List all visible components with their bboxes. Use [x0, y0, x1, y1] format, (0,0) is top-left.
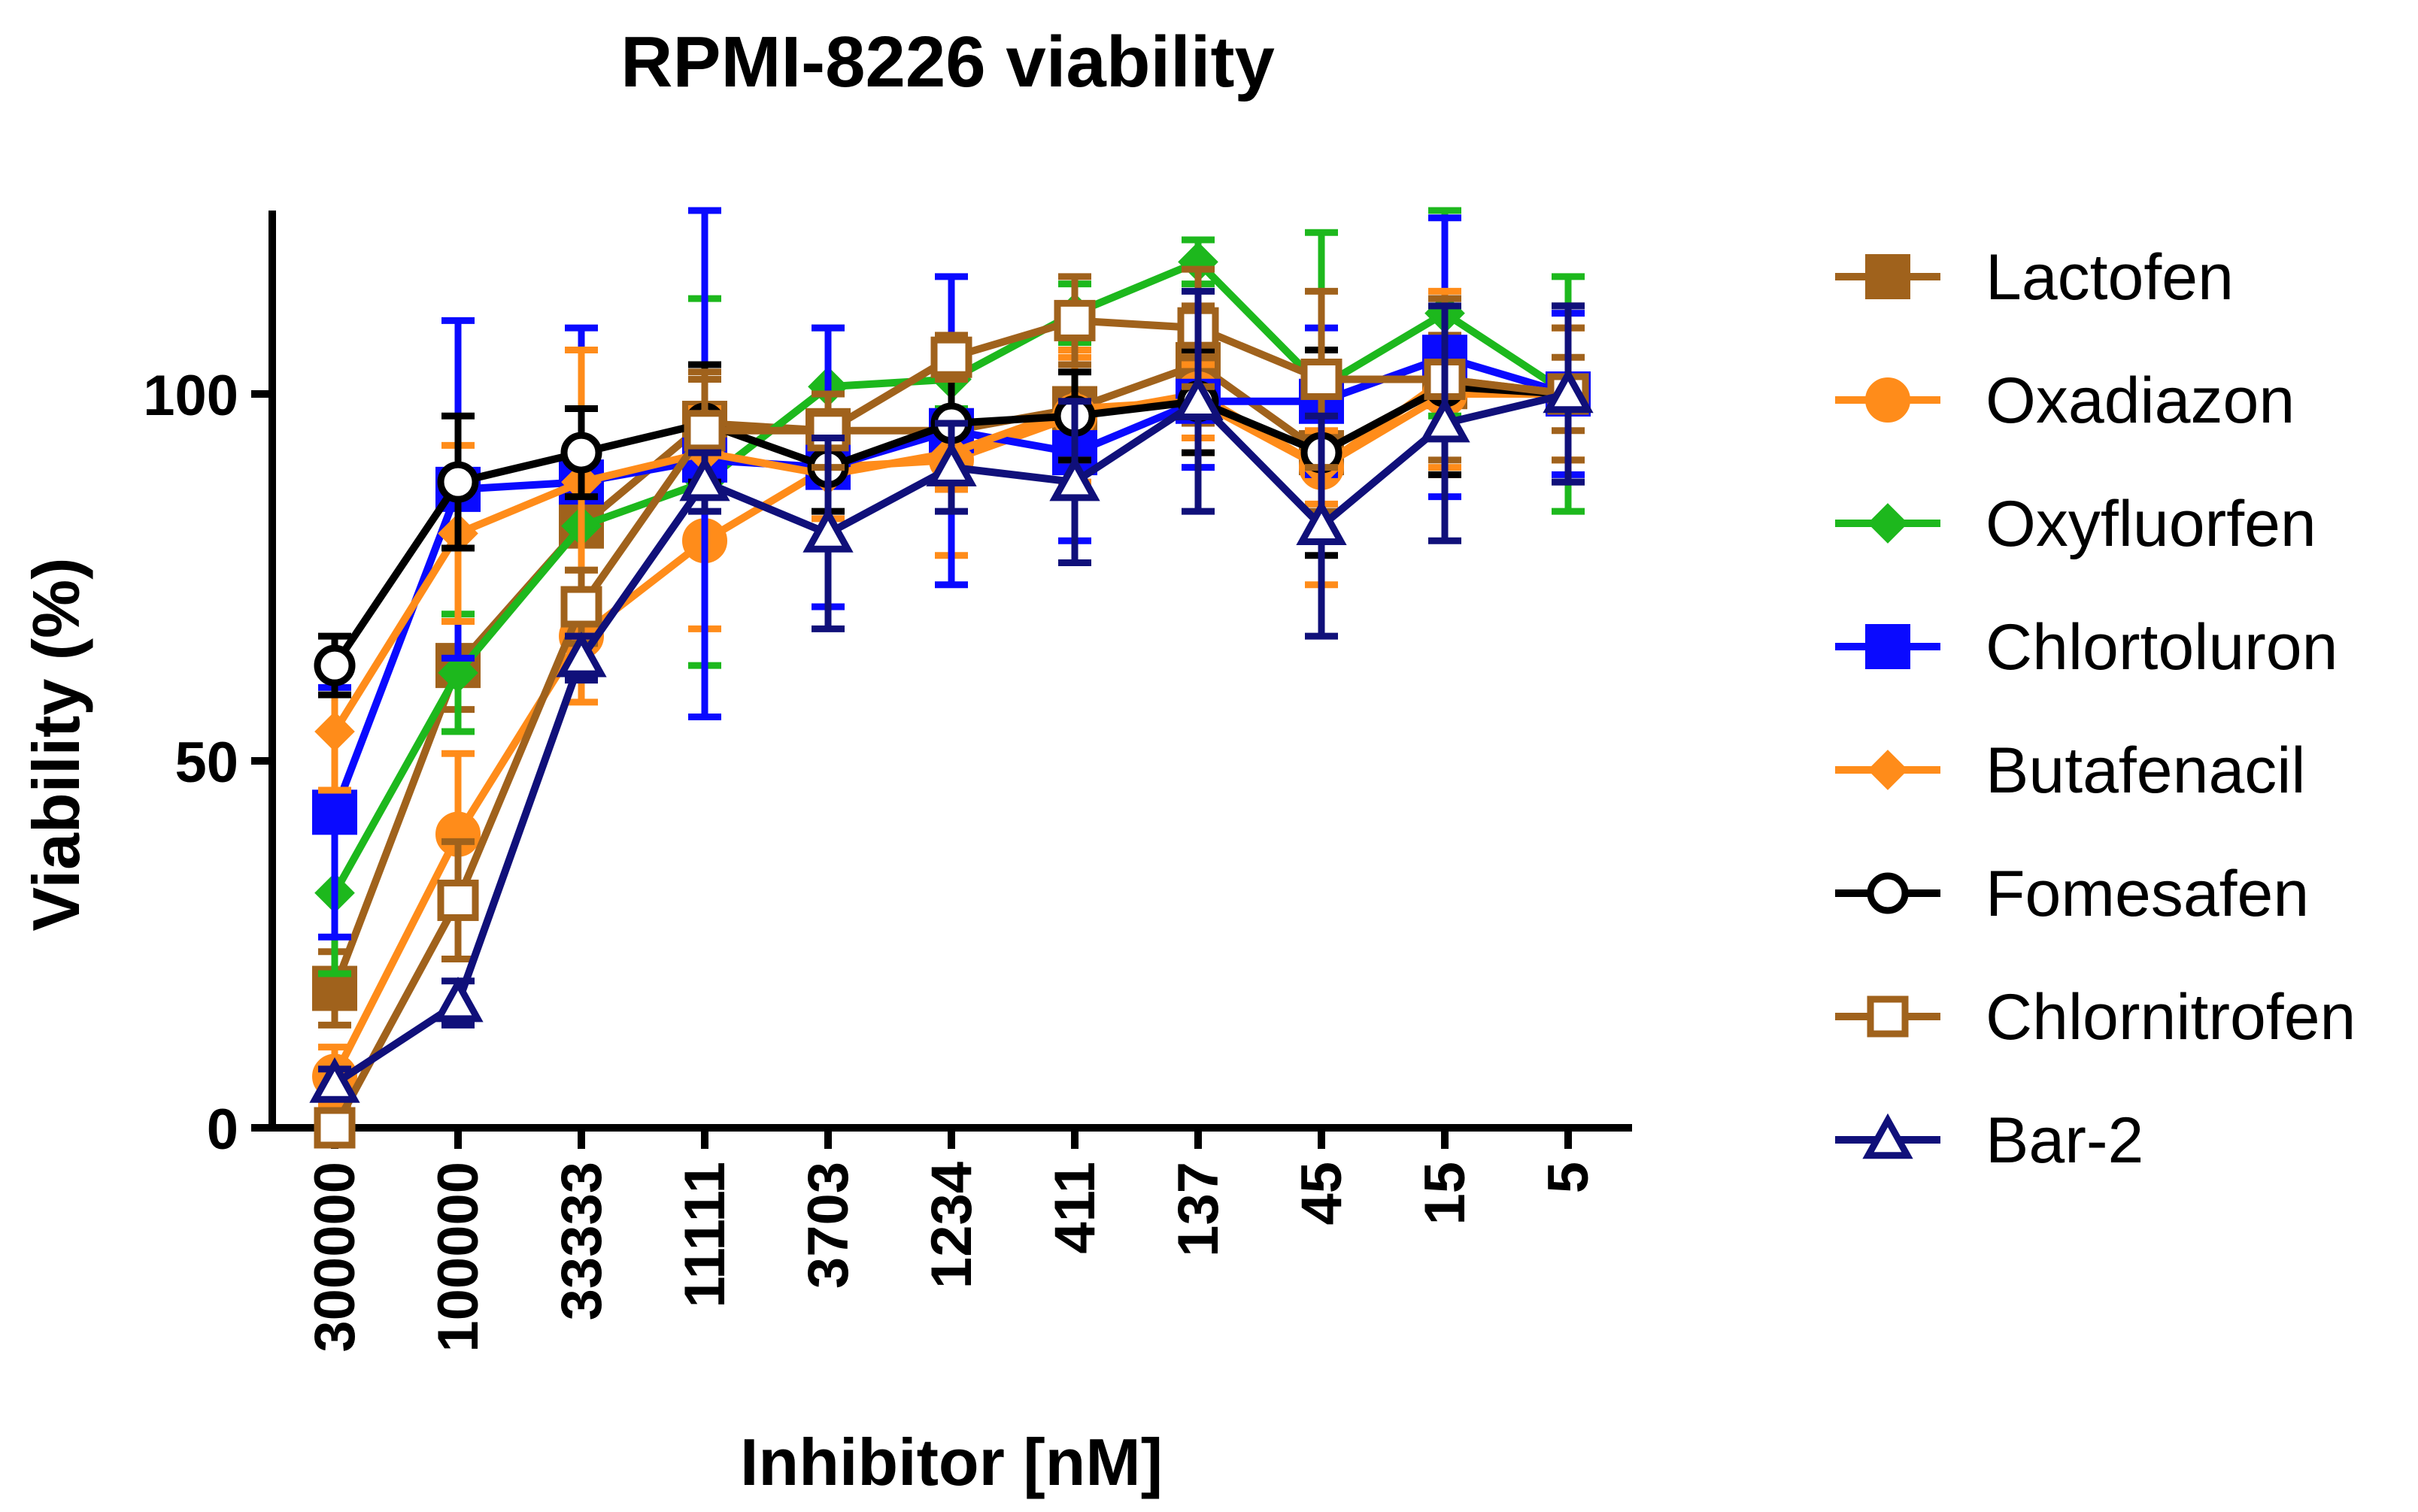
chart-title: RPMI-8226 viability [620, 22, 1275, 102]
data-point [437, 461, 479, 503]
y-tick-label: 0 [207, 1098, 238, 1162]
x-tick-label: 33333 [550, 1162, 614, 1320]
x-tick-label: 137 [1167, 1162, 1230, 1257]
data-point [314, 644, 356, 686]
legend-item: Chlortoluron [1835, 611, 2338, 683]
data-point [560, 586, 602, 628]
data-point [802, 507, 854, 553]
legend-label: Fomesafen [1986, 858, 2309, 930]
data-point [437, 879, 479, 921]
x-tick-label: 1234 [920, 1162, 984, 1289]
axes: 0 50 100 300000 100000 33333 11111 3703 1234 411 1… [143, 211, 1632, 1353]
legend-label: Chlortoluron [1986, 611, 2338, 683]
data-point [1296, 499, 1347, 545]
data-point [432, 976, 484, 1023]
data-point [679, 455, 730, 501]
data-point [926, 441, 977, 486]
data-point [684, 410, 726, 452]
legend-item: Oxyfluorfen [1835, 488, 2316, 560]
legend-item: Lactofen [1835, 241, 2234, 314]
legend-item: Butafenacil [1835, 735, 2306, 807]
data-point [312, 789, 357, 835]
x-tick-label: 3703 [796, 1162, 860, 1289]
legend-item: Fomesafen [1835, 858, 2309, 930]
legend-label: Oxadiazon [1986, 365, 2295, 437]
legend-marker [1867, 503, 1908, 544]
legend-marker [1867, 750, 1908, 790]
x-tick-label: 5 [1537, 1162, 1600, 1193]
legend-item: Chlornitrofen [1835, 981, 2356, 1053]
x-tick-label: 15 [1413, 1162, 1477, 1226]
legend-item: Bar-2 [1835, 1104, 2143, 1177]
data-point [1419, 396, 1470, 443]
plot-area [309, 207, 1594, 1149]
legend-marker [1867, 995, 1909, 1038]
legend-label: Chlornitrofen [1986, 981, 2356, 1053]
data-point [314, 711, 355, 752]
data-point [314, 1107, 356, 1149]
legend-label: Oxyfluorfen [1986, 488, 2316, 560]
data-point [1300, 358, 1342, 400]
legend-marker [1865, 254, 1910, 299]
legend-item: Oxadiazon [1835, 365, 2295, 437]
x-tick-label: 45 [1290, 1162, 1354, 1226]
x-tick-label: 411 [1043, 1162, 1107, 1254]
y-tick-label: 50 [174, 731, 238, 795]
legend-marker [1865, 624, 1910, 669]
x-tick-label: 100000 [426, 1162, 490, 1353]
legend-label: Bar-2 [1986, 1104, 2143, 1177]
data-point [930, 336, 972, 378]
data-point [1049, 455, 1100, 501]
data-point [556, 632, 607, 677]
x-axis-label: Inhibitor [nM] [740, 1425, 1163, 1499]
legend-label: Butafenacil [1986, 735, 2306, 807]
y-axis-label: Viability (%) [19, 557, 93, 931]
data-point [438, 653, 478, 693]
legend-marker [1865, 377, 1910, 423]
series-bar-2 [309, 287, 1594, 1103]
series-chlortoluron [312, 207, 1591, 941]
legend: Lactofen Oxadiazon Oxyfluorfen Chlortoluron… [1835, 241, 2356, 1177]
data-point [1543, 367, 1594, 414]
data-point [1173, 374, 1224, 421]
data-point [1054, 299, 1096, 341]
data-point [560, 432, 602, 474]
x-tick-label: 11111 [673, 1162, 737, 1308]
legend-label: Lactofen [1986, 241, 2234, 314]
data-point [309, 1057, 360, 1103]
legend-marker [1862, 1113, 1913, 1159]
y-tick-label: 100 [143, 364, 238, 428]
legend-marker [1867, 872, 1909, 914]
x-tick-label: 300000 [303, 1162, 367, 1353]
